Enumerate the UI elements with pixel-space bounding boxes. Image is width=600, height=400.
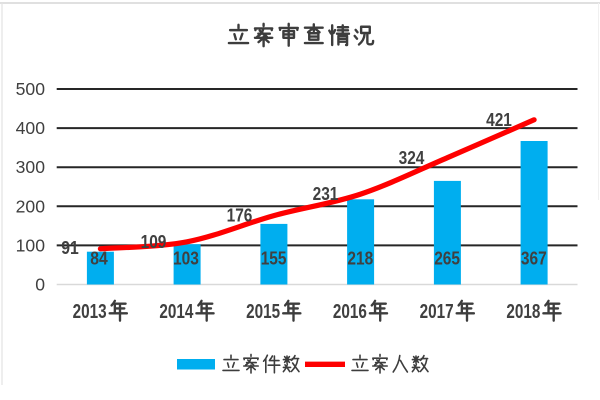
svg-text:500: 500 <box>16 79 46 99</box>
svg-text:367: 367 <box>521 248 547 268</box>
svg-text:421: 421 <box>486 110 512 130</box>
svg-text:265: 265 <box>434 248 460 268</box>
svg-text:2017: 2017 <box>420 301 454 323</box>
svg-text:0: 0 <box>35 275 45 295</box>
svg-text:100: 100 <box>16 235 46 255</box>
svg-text:91: 91 <box>61 238 79 258</box>
svg-text:2014: 2014 <box>159 301 194 323</box>
svg-text:176: 176 <box>227 205 253 225</box>
svg-text:109: 109 <box>141 232 167 252</box>
svg-text:84: 84 <box>90 248 108 268</box>
svg-text:400: 400 <box>16 118 46 138</box>
svg-text:2016: 2016 <box>333 301 367 323</box>
svg-text:2018: 2018 <box>506 301 540 323</box>
svg-text:155: 155 <box>261 248 287 268</box>
svg-text:231: 231 <box>313 184 339 204</box>
svg-text:324: 324 <box>399 148 425 168</box>
svg-text:218: 218 <box>347 248 373 268</box>
svg-text:103: 103 <box>173 248 199 268</box>
svg-text:300: 300 <box>16 157 46 177</box>
svg-text:2015: 2015 <box>246 301 280 323</box>
svg-text:2013: 2013 <box>73 301 107 323</box>
svg-text:200: 200 <box>16 196 46 216</box>
